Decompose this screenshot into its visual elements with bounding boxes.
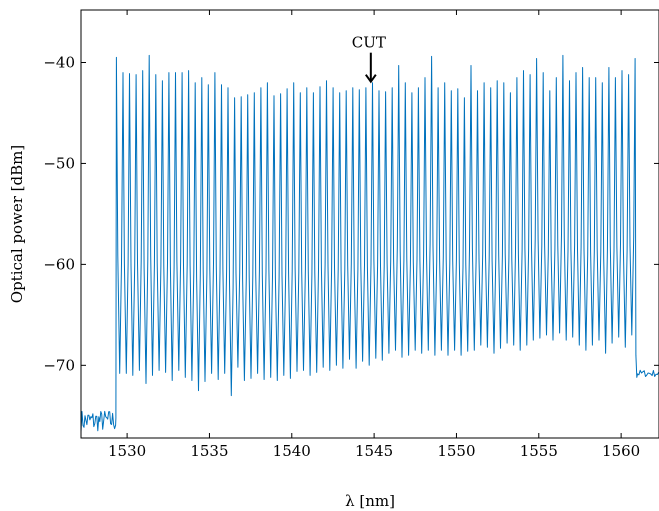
y-axis-label: Optical power [dBm]: [8, 145, 26, 303]
y-tick-label: −50: [43, 154, 75, 172]
x-tick-labels: 1530 1535 1540 1545 1550 1555 1560: [108, 442, 640, 460]
series-line: [81, 54, 659, 432]
y-tick-labels: −70 −60 −50 −40: [43, 53, 75, 374]
annotation-layer: CUT: [352, 34, 386, 84]
x-tick-label: 1545: [355, 442, 393, 460]
x-tick-label: 1530: [108, 442, 146, 460]
x-tick-label: 1555: [520, 442, 558, 460]
x-tick-label: 1535: [190, 442, 228, 460]
x-axis-label: λ [nm]: [345, 492, 395, 510]
x-tick-label: 1540: [273, 442, 311, 460]
annotation-arrow-head: [365, 74, 377, 84]
x-tick-label: 1550: [437, 442, 475, 460]
y-tick-label: −70: [43, 356, 75, 374]
x-tick-label: 1560: [602, 442, 640, 460]
ticks-layer: [81, 10, 659, 438]
y-tick-label: −60: [43, 255, 75, 273]
y-tick-label: −40: [43, 53, 75, 71]
plot-frame: [80, 9, 659, 439]
annotation-cut-label: CUT: [352, 34, 386, 52]
